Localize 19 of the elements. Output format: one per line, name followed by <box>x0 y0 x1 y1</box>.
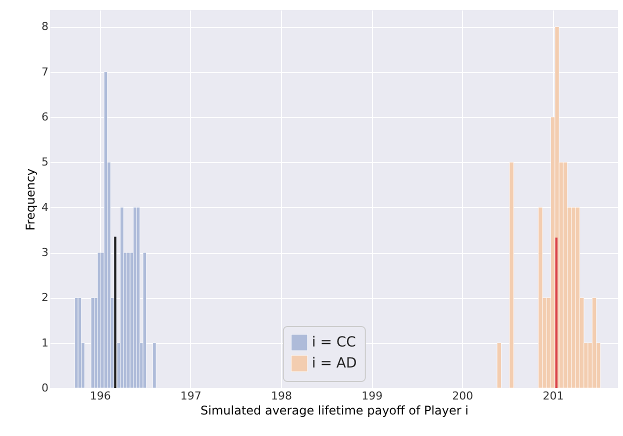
y-tick-label: 5 <box>42 156 48 169</box>
y-tick-label: 0 <box>42 382 48 394</box>
x-tick-label: 198 <box>271 390 292 402</box>
y-tick-label: 4 <box>42 200 48 214</box>
legend-label: i = AD <box>312 356 357 372</box>
y-axis-title: Frequency <box>24 168 38 230</box>
x-tick-label: 201 <box>542 390 564 402</box>
x-tick-label: 200 <box>452 390 474 402</box>
y-tick-label: 8 <box>42 20 48 34</box>
x-tick-label: 199 <box>362 390 383 402</box>
x-tick-label: 197 <box>180 390 202 402</box>
x-axis-title: Simulated average lifetime payoff of Player i <box>200 404 468 418</box>
y-tick-label: 2 <box>42 291 48 304</box>
x-tick-label: 196 <box>90 390 111 402</box>
y-tick-label: 3 <box>42 246 48 260</box>
y-tick-label: 6 <box>42 110 48 124</box>
y-tick-label: 7 <box>42 65 48 78</box>
legend-label: i = CC <box>312 334 356 350</box>
y-tick-label: 1 <box>42 336 48 350</box>
